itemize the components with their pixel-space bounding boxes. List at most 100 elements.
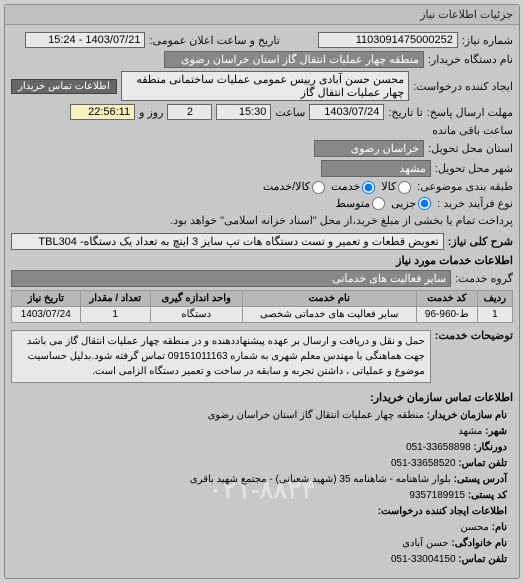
- ijad-label: ایجاد کننده درخواست:: [413, 80, 513, 93]
- note-label: توضیحات خدمت:: [435, 327, 513, 342]
- contact-line-tel: تلفن تماس: 33658520-051: [17, 456, 507, 472]
- row-ostan: استان محل تحویل: خراسان رضوی: [11, 140, 513, 157]
- mohlat-date: 1403/07/24: [309, 104, 384, 120]
- row-noe: نوع فرآیند خرید : جزیی متوسط پرداخت تمام…: [11, 197, 513, 228]
- th-0: ردیف: [477, 291, 512, 307]
- shahr-value: مشهد: [321, 160, 431, 177]
- radio-khadmat-label[interactable]: خدمت: [331, 180, 377, 194]
- td-5: 1403/07/24: [12, 307, 81, 323]
- rooz-label: روز و: [139, 106, 163, 119]
- sharh-value: تعویض قطعات و تعمیر و تست دستگاه هات تپ …: [11, 233, 444, 250]
- th-2: نام خدمت: [242, 291, 416, 307]
- taghe-label: طبقه بندی موضوعی:: [417, 180, 513, 193]
- jozi-text: جزیی: [391, 198, 416, 210]
- shomare-label: شماره نیاز:: [462, 34, 513, 47]
- td-2: سایر فعالیت های خدماتی شخصی: [242, 307, 416, 323]
- radio-motavaset-label[interactable]: متوسط: [336, 197, 388, 211]
- tel-label: تلفن تماس:: [458, 458, 507, 469]
- cshahr-label: شهر:: [485, 426, 507, 437]
- mohlat-time: 15:30: [216, 104, 271, 120]
- td-1: ط-960-96: [416, 307, 477, 323]
- contact-block: ۰۲۱-۸۸۳۴ نام سازمان خریدار: منطقه چهار ع…: [11, 406, 513, 574]
- td-4: 1: [80, 307, 150, 323]
- sharh-label: شرح کلی نیاز:: [448, 235, 513, 248]
- contact-line-faks: دورنگار: 33658898-051: [17, 440, 507, 456]
- td-3: دستگاه: [150, 307, 242, 323]
- row-taghe: طبقه بندی موضوعی: کالا خدمت کالا/خدمت: [11, 180, 513, 194]
- org-value: منطقه چهار عملیات انتقال گاز استان خراسا…: [208, 410, 424, 421]
- tarikh-value: 1403/07/21 - 15:24: [25, 32, 145, 48]
- row-mohlat: مهلت ارسال پاسخ: تا تاریخ: 1403/07/24 سا…: [11, 104, 513, 137]
- group-label: گروه خدمت:: [455, 272, 513, 285]
- th-5: تاریخ نیاز: [12, 291, 81, 307]
- contact-line-tel2: تلفن تماس: 33004150-051: [17, 552, 507, 568]
- row-shahr: شهر محل تحویل: مشهد: [11, 160, 513, 177]
- table-header-row: ردیف کد خدمت نام خدمت واحد اندازه گیری ت…: [12, 291, 513, 307]
- radio-kala-label[interactable]: کالا: [381, 180, 413, 194]
- baghi-label: ساعت باقی مانده: [432, 124, 513, 137]
- radio-kalakhadmat-label[interactable]: کالا/خدمت: [263, 180, 327, 194]
- kalakhadmat-text: کالا/خدمت: [263, 181, 310, 193]
- fam-value: حسن آبادی: [402, 538, 448, 549]
- tarikh-label: تاریخ و ساعت اعلان عمومی:: [149, 34, 279, 47]
- row-group: گروه خدمت: سایر فعالیت های خدماتی: [11, 270, 513, 287]
- group-value: سایر فعالیت های خدماتی: [11, 270, 451, 287]
- org-label: نام سازمان خریدار:: [427, 410, 507, 421]
- saat-label-1: ساعت: [275, 106, 305, 119]
- panel-title: جزئیات اطلاعات نیاز: [5, 5, 519, 25]
- motavaset-text: متوسط: [336, 198, 371, 210]
- dastgah-value: منطقه چهار عملیات انتقال گاز استان خراسا…: [164, 51, 424, 68]
- nam-value: محسن: [461, 522, 489, 533]
- khadmat-text: خدمت: [331, 181, 360, 193]
- radio-kala[interactable]: [398, 181, 411, 194]
- details-panel: جزئیات اطلاعات نیاز شماره نیاز: 11030914…: [4, 4, 520, 579]
- req-section-title: اطلاعات ایجاد کننده درخواست:: [17, 504, 507, 520]
- tel-value: 33658520-051: [391, 458, 456, 469]
- days-value: 2: [167, 104, 212, 120]
- row-dastgah: نام دستگاه خریدار: منطقه چهار عملیات انت…: [11, 51, 513, 68]
- td-0: 1: [477, 307, 512, 323]
- note-box: حمل و نقل و دریافت و ارسال بر عهده پیشنه…: [11, 330, 431, 383]
- post-label: کد پستی:: [468, 490, 507, 501]
- contact-line-post: کد پستی: 9357189915: [17, 488, 507, 504]
- pardakht-text: پرداخت تمام یا بخشی از مبلغ خرید،از محل …: [170, 214, 513, 227]
- mohlat-label: مهلت ارسال پاسخ:: [427, 106, 513, 119]
- radio-kalakhadmat[interactable]: [312, 181, 325, 194]
- panel-body: شماره نیاز: 1103091475000252 تاریخ و ساع…: [5, 25, 519, 578]
- dastgah-label: نام دستگاه خریدار:: [428, 53, 513, 66]
- contact-line-fam: نام خانوادگی: حسن آبادی: [17, 536, 507, 552]
- addr-value: بلوار شاهنامه - شاهنامه 35 (شهید شعبانی)…: [190, 474, 451, 485]
- post-value: 9357189915: [409, 490, 465, 501]
- contact-line-shahr: شهر: مشهد: [17, 424, 507, 440]
- row-note: توضیحات خدمت: حمل و نقل و دریافت و ارسال…: [11, 327, 513, 383]
- contact-buyer-button[interactable]: اطلاعات تماس خریدار: [11, 79, 117, 94]
- table-row: 1 ط-960-96 سایر فعالیت های خدماتی شخصی د…: [12, 307, 513, 323]
- th-4: تعداد / مقدار: [80, 291, 150, 307]
- row-shomare: شماره نیاز: 1103091475000252 تاریخ و ساع…: [11, 32, 513, 48]
- radio-motavaset[interactable]: [372, 197, 385, 210]
- th-1: کد خدمت: [416, 291, 477, 307]
- addr-label: آدرس پستی:: [454, 474, 507, 485]
- remain-time: 22:56:11: [70, 104, 135, 120]
- shomare-value: 1103091475000252: [318, 32, 458, 48]
- contact-line-nam: نام: محسن: [17, 520, 507, 536]
- shahr-label: شهر محل تحویل:: [435, 162, 513, 175]
- radio-jozi-label[interactable]: جزیی: [391, 197, 433, 211]
- nam-label: نام:: [492, 522, 507, 533]
- services-table: ردیف کد خدمت نام خدمت واحد اندازه گیری ت…: [11, 290, 513, 323]
- noe-label: نوع فرآیند خرید :: [437, 197, 513, 210]
- tel2-label: تلفن تماس:: [458, 554, 507, 565]
- row-sharh: شرح کلی نیاز: تعویض قطعات و تعمیر و تست …: [11, 233, 513, 250]
- radio-jozi[interactable]: [418, 197, 431, 210]
- th-3: واحد اندازه گیری: [150, 291, 242, 307]
- row-ijad: ایجاد کننده درخواست: محسن حسن آبادی رییس…: [11, 71, 513, 101]
- faks-value: 33658898-051: [406, 442, 471, 453]
- radio-khadmat[interactable]: [362, 181, 375, 194]
- ta-label: تا تاریخ:: [388, 106, 422, 119]
- fam-label: نام خانوادگی:: [451, 538, 507, 549]
- ijad-value: محسن حسن آبادی رییس عمومی عملیات ساختمان…: [121, 71, 409, 101]
- contact-line-org: نام سازمان خریدار: منطقه چهار عملیات انت…: [17, 408, 507, 424]
- kala-text: کالا: [381, 181, 396, 193]
- contact-title: اطلاعات تماس سازمان خریدار:: [11, 391, 513, 404]
- contact-line-addr: آدرس پستی: بلوار شاهنامه - شاهنامه 35 (ش…: [17, 472, 507, 488]
